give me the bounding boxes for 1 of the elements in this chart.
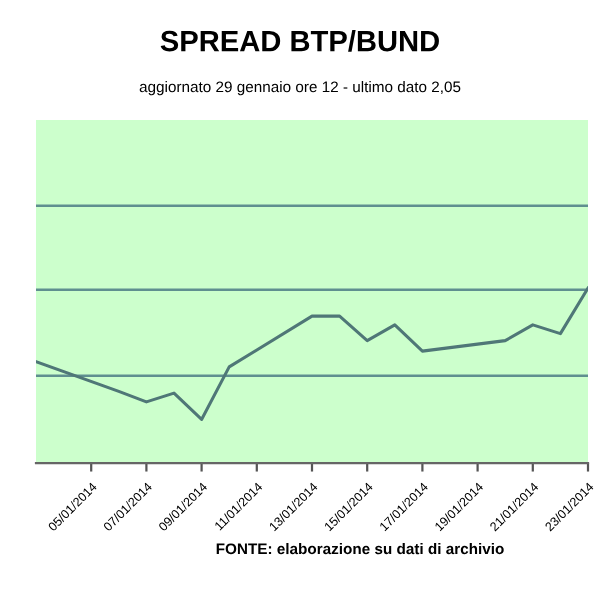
chart-title: SPREAD BTP/BUND bbox=[160, 30, 439, 52]
